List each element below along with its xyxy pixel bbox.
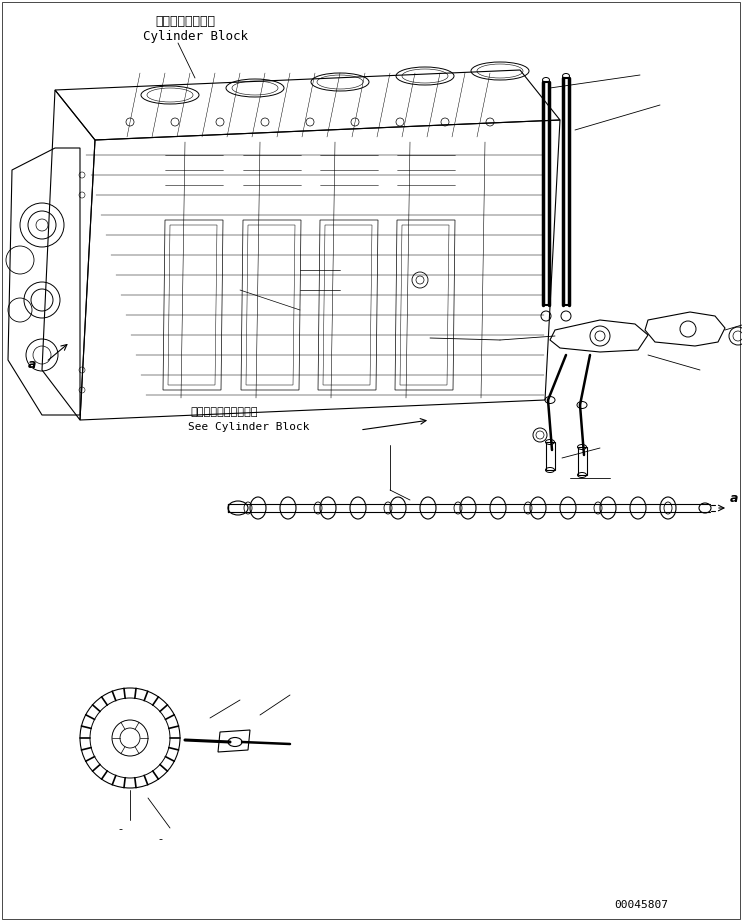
Text: -: - xyxy=(158,834,162,844)
Bar xyxy=(546,442,555,470)
Text: a: a xyxy=(28,358,36,371)
Text: See Cylinder Block: See Cylinder Block xyxy=(188,422,309,432)
Text: a: a xyxy=(730,492,738,505)
Text: 00045807: 00045807 xyxy=(614,900,668,910)
Text: シリンダブロック: シリンダブロック xyxy=(155,15,215,28)
Text: Cylinder Block: Cylinder Block xyxy=(143,30,248,43)
Text: -: - xyxy=(118,824,122,834)
Text: シリンダブロック参照: シリンダブロック参照 xyxy=(190,407,257,417)
Bar xyxy=(578,447,587,475)
